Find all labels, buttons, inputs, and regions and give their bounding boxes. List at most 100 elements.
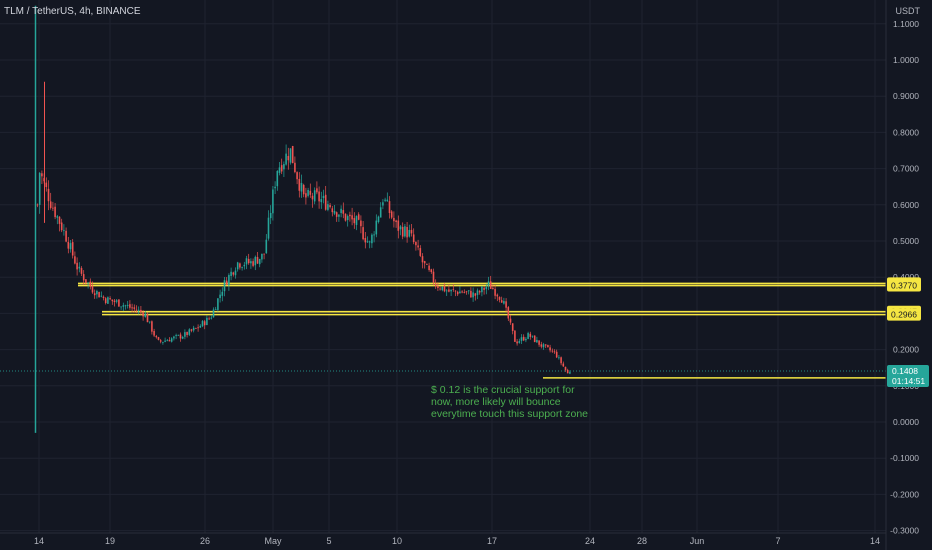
- candle-body: [428, 265, 430, 271]
- candle-body: [65, 230, 67, 242]
- time-axis-tick-label: 17: [487, 536, 497, 546]
- candle-body: [382, 202, 384, 206]
- candle-body: [470, 290, 472, 298]
- candle-body: [190, 329, 193, 331]
- candle-body: [316, 188, 318, 193]
- candle-body: [307, 189, 309, 196]
- candle-body: [507, 307, 510, 319]
- candle-body: [346, 216, 349, 221]
- candle-body: [120, 306, 122, 308]
- candle-body: [489, 281, 492, 289]
- candle-body: [254, 256, 257, 266]
- candle-body: [432, 271, 435, 283]
- candle-body: [107, 297, 109, 304]
- candle-body: [155, 336, 158, 338]
- price-axis-tick-label: 0.2000: [893, 345, 919, 355]
- candle-body: [170, 338, 173, 342]
- candle-body: [320, 199, 323, 203]
- candle-body: [371, 234, 373, 244]
- candle-body: [305, 193, 307, 198]
- candle-body: [498, 297, 501, 300]
- candle-body: [98, 292, 100, 298]
- candle-body: [217, 298, 219, 310]
- time-axis-tick-label: 10: [392, 536, 402, 546]
- candle-body: [135, 309, 138, 311]
- candle-body: [368, 241, 371, 243]
- candle-body: [219, 294, 221, 298]
- candle-body: [333, 210, 336, 214]
- candle-body: [109, 298, 111, 300]
- candle-body: [195, 327, 197, 329]
- candle-body: [74, 256, 76, 264]
- candle-body: [542, 344, 545, 348]
- candle-body: [188, 329, 191, 335]
- candle-body: [384, 199, 386, 201]
- candle-body: [234, 270, 237, 276]
- candle-body: [437, 286, 439, 289]
- candle-body: [56, 216, 59, 218]
- candle-body: [426, 264, 428, 265]
- candle-body: [500, 300, 503, 303]
- candle-body: [280, 165, 283, 172]
- chart-header-title: TLM / TetherUS, 4h, BINANCE: [4, 6, 141, 17]
- candle-body: [184, 332, 186, 337]
- candle-body: [137, 309, 140, 311]
- candle-body: [564, 366, 567, 371]
- candle-body: [395, 220, 397, 223]
- candle-body: [386, 199, 389, 202]
- candlesticks: [34, 5, 571, 433]
- candle-body: [243, 264, 246, 267]
- candle-body: [60, 222, 63, 231]
- candle-body: [456, 291, 459, 295]
- candle-body: [388, 201, 391, 213]
- candle-body: [166, 340, 169, 342]
- candle-body: [285, 153, 287, 165]
- time-axis-tick-label: Jun: [690, 536, 705, 546]
- currency-unit-label: USDT: [895, 6, 921, 16]
- candle-body: [377, 216, 380, 222]
- candle-body: [419, 248, 422, 256]
- candle-body: [239, 263, 241, 268]
- chart-annotation-note[interactable]: $ 0.12 is the crucial support for now, m…: [431, 384, 588, 420]
- candle-body: [487, 281, 490, 286]
- candle-body: [494, 288, 496, 296]
- candle-body: [212, 309, 215, 318]
- candle-body: [412, 234, 415, 243]
- candle-body: [47, 188, 50, 202]
- candle-body: [186, 331, 188, 335]
- candle-body: [558, 357, 560, 359]
- candle-body: [338, 214, 340, 217]
- price-axis-tags: 0.38290.37700.30470.29660.12190.140801:1…: [887, 277, 929, 388]
- candle-body: [276, 171, 279, 187]
- candle-body: [100, 295, 103, 297]
- candle-body: [533, 335, 536, 343]
- candle-body: [496, 294, 499, 297]
- candle-body: [474, 293, 477, 296]
- candle-body: [82, 274, 85, 281]
- grid-lines: [0, 0, 886, 533]
- candle-body: [522, 336, 525, 341]
- candle-body: [531, 335, 534, 337]
- current-price-tag-label: 0.1408: [892, 366, 918, 376]
- time-axis[interactable]: 14 19 26 May 5 10 17 24 28 Jun 7 14: [34, 536, 880, 546]
- candle-body: [538, 340, 540, 345]
- candle-body: [527, 333, 529, 339]
- candle-body: [272, 189, 274, 214]
- candle-body: [228, 275, 230, 286]
- candle-body: [89, 281, 92, 287]
- candle-body: [41, 173, 43, 177]
- candle-body: [175, 334, 177, 336]
- candle-body: [87, 282, 89, 284]
- candle-body: [450, 289, 452, 292]
- price-axis[interactable]: 1.1000 1.0000 0.9000 0.8000 0.7000 0.6000 0.50…: [890, 19, 919, 536]
- candle-body: [536, 339, 538, 343]
- candle-body: [397, 220, 400, 231]
- candle-body: [459, 291, 461, 294]
- candle-body: [505, 301, 507, 308]
- candle-body: [516, 341, 518, 344]
- candle-body: [269, 212, 272, 219]
- candle-body: [45, 182, 48, 188]
- candle-body: [514, 330, 516, 342]
- price-axis-tick-label: 0.7000: [893, 164, 919, 174]
